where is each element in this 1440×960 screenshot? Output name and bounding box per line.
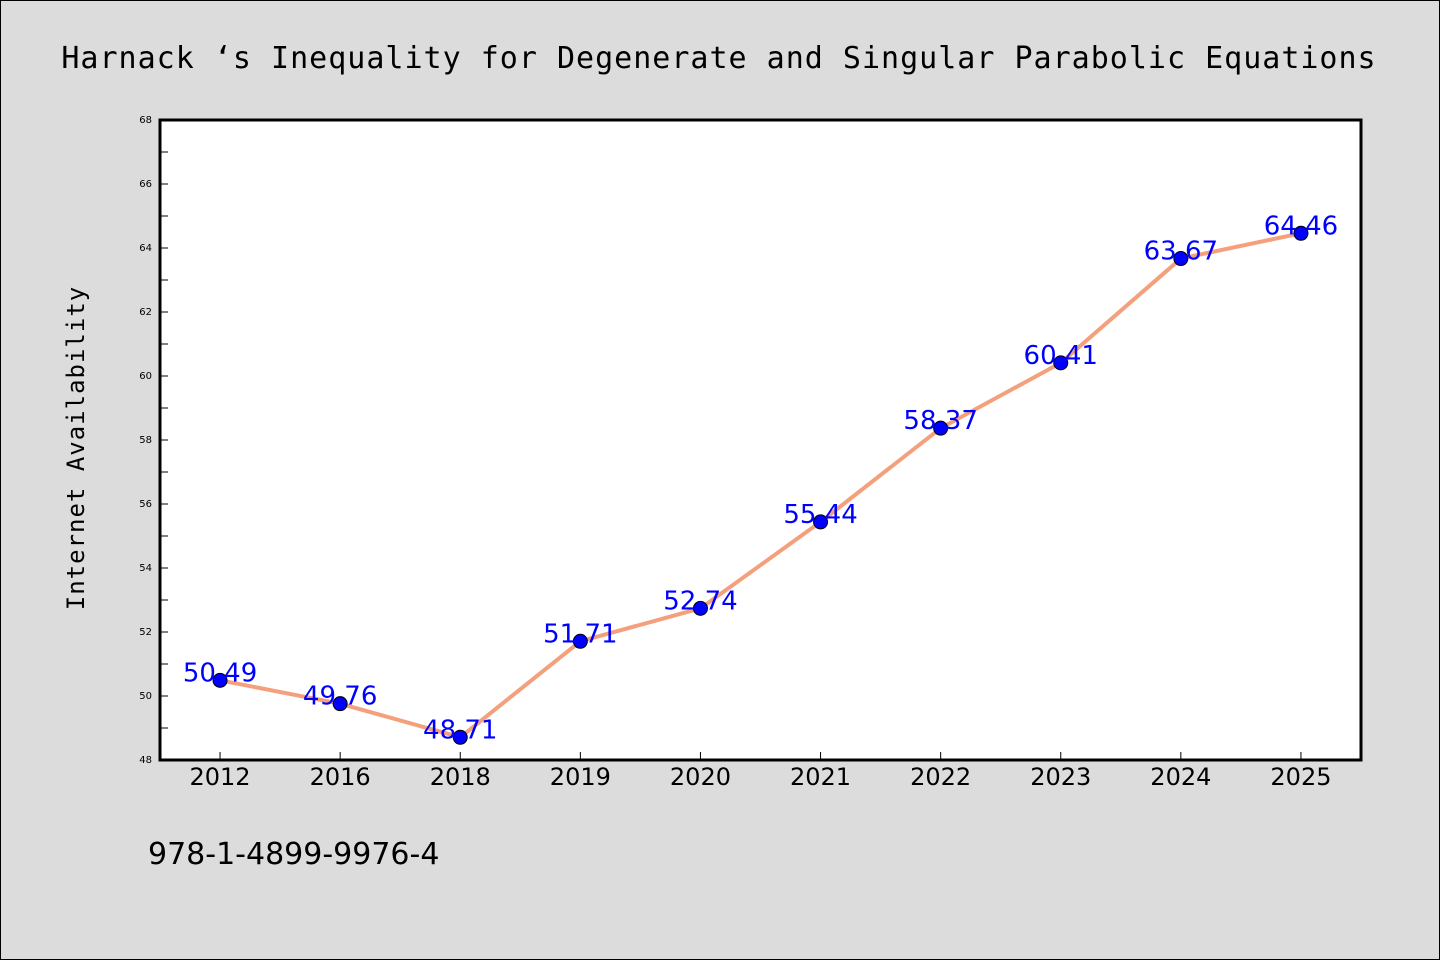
- data-point: [332, 696, 348, 712]
- x-tick-label: 2012: [190, 763, 251, 791]
- data-label: 48.71: [423, 715, 497, 745]
- y-tick-label: 64: [139, 243, 152, 254]
- x-tick-label: 2016: [310, 763, 371, 791]
- data-labels: 50.49 49.76 48.71 51.71 52.74 55.44 58.37 60.41…: [183, 211, 1338, 745]
- x-axis: 2012 2016 2018 2019 2020 2021 2022 2023 2024 2025: [190, 752, 1331, 791]
- data-label: 49.76: [303, 682, 377, 712]
- data-point: [1173, 251, 1189, 267]
- x-tick-label: 2023: [1030, 763, 1091, 791]
- plot-area: [158, 118, 1363, 762]
- y-tick-label: 50: [139, 691, 152, 702]
- y-tick-label: 68: [139, 115, 152, 126]
- data-point: [212, 672, 228, 688]
- data-point: [933, 420, 949, 436]
- data-label: 58.37: [903, 406, 977, 436]
- x-tick-label: 2020: [670, 763, 731, 791]
- data-label: 55.44: [783, 500, 857, 530]
- data-point: [1293, 225, 1309, 241]
- data-point: [813, 514, 829, 530]
- y-tick-label: 56: [139, 499, 152, 510]
- x-tick-label: 2021: [790, 763, 851, 791]
- isbn-text: 978-1-4899-9976-4: [148, 837, 439, 872]
- data-label: 64.46: [1264, 211, 1338, 241]
- y-tick-label: 66: [139, 179, 152, 190]
- series-polyline: [219, 231, 1302, 740]
- data-label: 51.71: [543, 619, 617, 649]
- y-axis: 48 50 52 54 56 58 60 62 64 66 68: [139, 115, 168, 766]
- x-tick-label: 2024: [1150, 763, 1211, 791]
- data-point: [692, 600, 708, 616]
- y-tick-label: 52: [139, 627, 152, 638]
- data-label: 63.67: [1144, 237, 1218, 267]
- data-label: 52.74: [663, 586, 737, 616]
- data-point: [572, 633, 588, 649]
- chart-title: Harnack ‘s Inequality for Degenerate and…: [61, 41, 1376, 76]
- series-line: [212, 225, 1309, 745]
- data-label: 60.41: [1024, 341, 1098, 371]
- y-tick-label: 54: [139, 563, 152, 574]
- x-tick-label: 2018: [430, 763, 491, 791]
- x-tick-label: 2025: [1270, 763, 1331, 791]
- data-point: [452, 729, 468, 745]
- y-tick-label: 48: [139, 755, 152, 766]
- x-tick-label: 2019: [550, 763, 611, 791]
- x-tick-label: 2022: [910, 763, 971, 791]
- y-axis-label: Internet Availability: [62, 286, 90, 610]
- data-label: 50.49: [183, 658, 257, 688]
- y-tick-label: 60: [139, 371, 152, 382]
- y-tick-label: 58: [139, 435, 152, 446]
- data-point: [1053, 355, 1069, 371]
- y-tick-label: 62: [139, 307, 152, 318]
